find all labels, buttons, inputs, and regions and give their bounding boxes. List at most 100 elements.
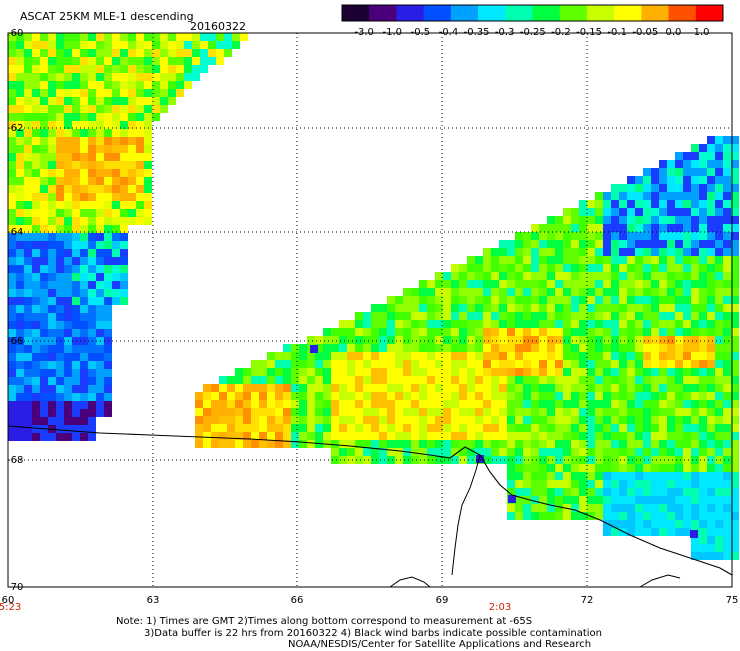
data-cell bbox=[643, 528, 651, 536]
data-cell bbox=[168, 97, 176, 105]
data-cell bbox=[651, 448, 659, 456]
data-cell bbox=[112, 225, 120, 233]
data-cell bbox=[539, 352, 547, 360]
data-cell bbox=[659, 368, 667, 376]
data-cell bbox=[699, 352, 707, 360]
data-cell bbox=[56, 265, 64, 273]
data-cell bbox=[40, 321, 48, 329]
data-cell bbox=[723, 328, 731, 336]
data-cell bbox=[723, 496, 731, 504]
data-cell bbox=[443, 312, 451, 320]
data-cell bbox=[104, 41, 112, 49]
data-cell bbox=[507, 376, 515, 384]
data-cell bbox=[507, 240, 515, 248]
data-cell bbox=[731, 496, 739, 504]
data-cell bbox=[136, 129, 144, 137]
data-cell bbox=[40, 385, 48, 393]
data-cell bbox=[379, 400, 387, 408]
data-cell bbox=[379, 384, 387, 392]
data-cell bbox=[112, 89, 120, 97]
data-cell bbox=[152, 97, 160, 105]
note-line-1: Note: 1) Times are GMT 2)Times along bot… bbox=[116, 616, 533, 627]
data-cell bbox=[16, 273, 24, 281]
data-cell bbox=[603, 224, 611, 232]
data-cell bbox=[675, 512, 683, 520]
data-cell bbox=[323, 416, 331, 424]
data-cell bbox=[32, 265, 40, 273]
data-cell bbox=[531, 408, 539, 416]
data-cell bbox=[659, 256, 667, 264]
data-cell bbox=[723, 400, 731, 408]
data-cell bbox=[200, 57, 208, 65]
data-cell bbox=[435, 272, 443, 280]
data-cell bbox=[499, 304, 507, 312]
data-cell bbox=[507, 336, 515, 344]
data-cell bbox=[491, 336, 499, 344]
data-cell bbox=[411, 336, 419, 344]
data-cell bbox=[483, 360, 491, 368]
data-cell bbox=[235, 424, 243, 432]
data-cell bbox=[587, 296, 595, 304]
data-cell bbox=[104, 105, 112, 113]
data-cell bbox=[403, 352, 411, 360]
data-cell bbox=[555, 336, 563, 344]
data-cell bbox=[675, 152, 683, 160]
data-cell bbox=[611, 376, 619, 384]
data-cell bbox=[691, 272, 699, 280]
data-cell bbox=[571, 464, 579, 472]
data-cell bbox=[427, 304, 435, 312]
data-cell bbox=[48, 73, 56, 81]
data-cell bbox=[243, 408, 251, 416]
data-cell bbox=[467, 344, 475, 352]
data-cell bbox=[40, 113, 48, 121]
data-cell bbox=[32, 161, 40, 169]
data-cell bbox=[635, 304, 643, 312]
data-cell bbox=[459, 336, 467, 344]
data-cell bbox=[451, 280, 459, 288]
data-cell bbox=[96, 265, 104, 273]
data-cell bbox=[699, 200, 707, 208]
data-cell bbox=[515, 512, 523, 520]
data-cell bbox=[144, 153, 152, 161]
data-cell bbox=[283, 368, 291, 376]
data-cell bbox=[659, 328, 667, 336]
data-cell bbox=[667, 440, 675, 448]
data-cell bbox=[387, 328, 395, 336]
data-cell bbox=[144, 177, 152, 185]
data-cell bbox=[699, 504, 707, 512]
data-cell bbox=[323, 400, 331, 408]
data-cell bbox=[32, 217, 40, 225]
data-cell bbox=[72, 113, 80, 121]
data-cell bbox=[72, 361, 80, 369]
data-cell bbox=[499, 248, 507, 256]
data-cell bbox=[64, 433, 72, 441]
data-cell bbox=[104, 385, 112, 393]
data-cell bbox=[307, 416, 315, 424]
data-cell bbox=[80, 249, 88, 257]
data-cell bbox=[619, 520, 627, 528]
data-cell bbox=[659, 240, 667, 248]
data-cell bbox=[8, 217, 16, 225]
data-cell bbox=[531, 360, 539, 368]
data-cell bbox=[347, 424, 355, 432]
data-cell bbox=[515, 304, 523, 312]
data-cell bbox=[291, 392, 299, 400]
data-cell bbox=[307, 440, 315, 448]
data-cell bbox=[715, 280, 723, 288]
data-cell bbox=[475, 272, 483, 280]
data-cell bbox=[339, 376, 347, 384]
data-cell bbox=[587, 408, 595, 416]
data-cell bbox=[363, 456, 371, 464]
data-cell bbox=[691, 504, 699, 512]
data-cell bbox=[515, 448, 523, 456]
data-cell bbox=[459, 440, 467, 448]
data-cell bbox=[339, 440, 347, 448]
data-cell bbox=[299, 368, 307, 376]
data-cell bbox=[571, 456, 579, 464]
data-cell bbox=[507, 400, 515, 408]
data-cell bbox=[176, 73, 184, 81]
data-cell bbox=[643, 296, 651, 304]
data-cell bbox=[635, 392, 643, 400]
data-cell bbox=[419, 328, 427, 336]
data-cell bbox=[323, 424, 331, 432]
